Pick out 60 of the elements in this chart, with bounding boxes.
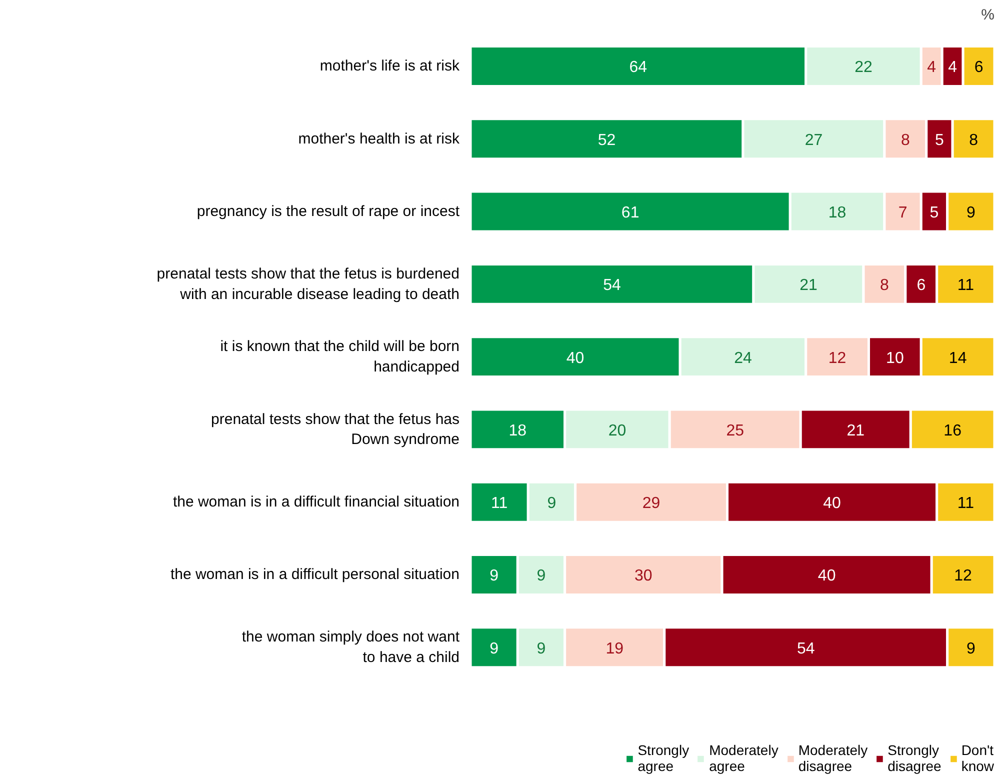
data-label: 27 <box>804 132 823 149</box>
data-label: 40 <box>566 350 584 367</box>
data-label: 40 <box>823 495 842 512</box>
data-label: 22 <box>854 59 872 76</box>
data-label: 8 <box>900 132 910 149</box>
y-tick-label: pregnancy is the result of rape or incest <box>196 203 460 220</box>
data-label: 40 <box>818 568 836 585</box>
data-label: 9 <box>490 568 499 585</box>
text: % <box>981 6 995 24</box>
data-label: 18 <box>828 204 846 222</box>
data-label: 12 <box>828 350 846 367</box>
data-label: 54 <box>796 640 815 658</box>
data-label: 54 <box>603 277 621 294</box>
y-tick-label: it is known that the child will be born handicapped <box>220 338 460 376</box>
data-label: 10 <box>886 350 904 367</box>
data-label: 21 <box>846 422 865 440</box>
data-label: 30 <box>634 568 652 585</box>
data-label: 12 <box>954 568 972 585</box>
legend-label: Moderately disagree <box>798 742 868 774</box>
data-label: 16 <box>944 422 962 440</box>
data-label: 18 <box>508 422 527 440</box>
data-label: 9 <box>490 640 499 658</box>
data-label: 6 <box>916 277 926 294</box>
data-label: 5 <box>930 204 939 222</box>
legend-label: Don't know <box>961 742 994 774</box>
data-label: 11 <box>957 495 974 512</box>
data-label: 11 <box>957 277 974 294</box>
data-label: 9 <box>966 204 976 222</box>
data-label: 9 <box>536 568 546 585</box>
legend-label: Strongly disagree <box>888 742 942 774</box>
data-label: 4 <box>948 59 958 76</box>
data-label: 61 <box>621 204 640 222</box>
data-label: 9 <box>536 640 546 658</box>
y-tick-label: the woman simply does not want to have a child <box>242 628 460 666</box>
y-tick-label: the woman is in a difficult financial situation <box>172 494 460 511</box>
data-label: 24 <box>734 350 752 367</box>
data-label: 19 <box>606 640 624 658</box>
y-tick-label: mother's life is at risk <box>320 58 460 75</box>
legend-label: Strongly agree <box>638 742 690 774</box>
y-tick-label: the woman is in a difficult personal situation <box>170 566 460 584</box>
data-label: 6 <box>974 59 984 76</box>
data-label: 52 <box>598 132 616 149</box>
y-tick-label: prenatal tests show that the fetus has Down syndrome <box>211 410 460 448</box>
y-tick-label: prenatal tests show that the fetus is burdened with an incurable disease leading to death <box>156 265 460 303</box>
data-label: 9 <box>966 640 976 658</box>
data-label: 5 <box>935 132 944 149</box>
legend-label: Moderately agree <box>709 742 778 774</box>
data-label: 11 <box>491 495 508 512</box>
data-label: 4 <box>927 59 936 76</box>
data-label: 8 <box>969 132 978 149</box>
data-label: 7 <box>898 204 908 222</box>
data-label: 9 <box>547 495 556 512</box>
data-label: 25 <box>726 422 744 440</box>
data-label: 21 <box>800 277 818 294</box>
data-label: 29 <box>642 495 660 512</box>
data-label: 8 <box>880 277 890 294</box>
data-label: 14 <box>948 350 967 367</box>
y-tick-label: mother's health is at risk <box>298 130 460 148</box>
data-label: 64 <box>629 59 648 76</box>
data-label: 20 <box>608 422 626 440</box>
